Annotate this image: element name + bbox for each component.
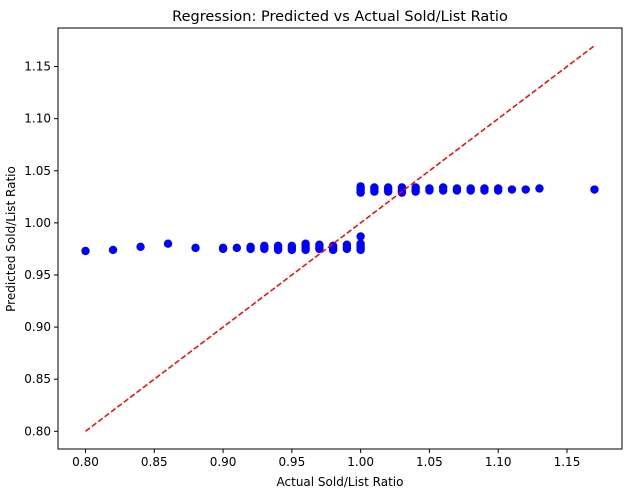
x-tick-label: 0.90: [210, 455, 237, 469]
y-tick-label: 0.80: [24, 424, 51, 438]
data-point: [521, 185, 530, 194]
x-tick-label: 1.05: [416, 455, 443, 469]
data-point: [287, 241, 297, 250]
data-point: [315, 240, 324, 249]
data-point: [108, 245, 118, 255]
data-point: [136, 242, 145, 252]
chart-title: Regression: Predicted vs Actual Sold/Lis…: [172, 9, 508, 25]
data-point: [163, 239, 173, 248]
x-tick-label: 1.10: [485, 455, 512, 469]
data-point: [383, 183, 393, 192]
reference-line: [85, 45, 595, 432]
y-tick-label: 0.85: [24, 372, 51, 386]
data-point: [260, 241, 269, 250]
x-tick-label: 1.15: [554, 455, 581, 469]
y-tick-label: 1.10: [24, 112, 51, 126]
data-point: [301, 239, 310, 248]
x-tick-label: 0.80: [72, 455, 99, 469]
data-point: [411, 183, 420, 192]
data-point: [246, 242, 255, 252]
data-point: [342, 240, 352, 249]
data-point: [494, 184, 503, 193]
data-point: [466, 184, 475, 193]
data-point: [507, 185, 517, 194]
data-point: [535, 184, 544, 193]
data-point: [356, 232, 365, 241]
plot-area: [81, 45, 599, 432]
x-tick-label: 0.85: [141, 455, 168, 469]
y-axis-label: Predicted Sold/List Ratio: [4, 166, 18, 312]
data-point: [590, 185, 599, 194]
y-tick-label: 1.00: [24, 216, 51, 230]
axes: 0.80 0.85 0.90 0.95 1.00 1.05 1.10 1.15 0.80 0.85…: [24, 27, 623, 469]
data-point: [273, 241, 283, 250]
data-point: [480, 184, 489, 193]
data-point: [328, 241, 338, 250]
y-tick-label: 0.95: [24, 268, 51, 282]
x-tick-label: 1.00: [347, 455, 374, 469]
y-tick-label: 1.05: [24, 164, 51, 178]
data-point: [356, 239, 365, 248]
data-point: [370, 183, 379, 192]
data-point: [356, 182, 365, 191]
data-point: [397, 183, 407, 192]
x-tick-label: 0.95: [278, 455, 305, 469]
data-point: [218, 243, 228, 253]
y-tick-label: 1.15: [24, 60, 51, 74]
data-point: [452, 184, 462, 193]
axes-frame: [57, 27, 623, 450]
x-axis-label: Actual Sold/List Ratio: [277, 475, 404, 489]
data-point: [81, 246, 90, 256]
data-point: [232, 243, 242, 253]
data-point: [191, 243, 200, 253]
data-point: [438, 183, 448, 192]
y-tick-label: 0.90: [24, 320, 51, 334]
data-point: [425, 184, 434, 193]
